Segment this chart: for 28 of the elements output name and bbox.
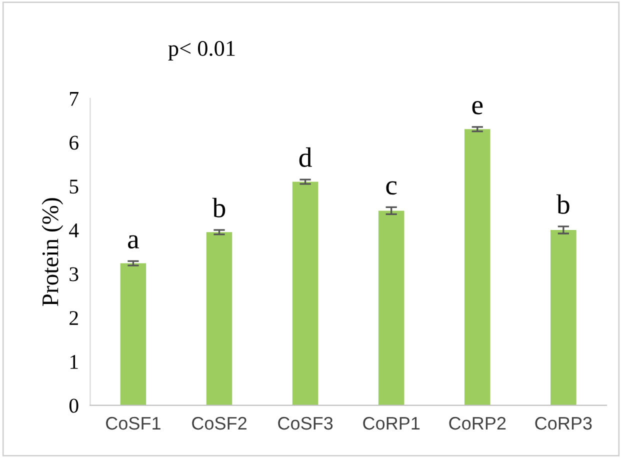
annotation: b [556, 194, 570, 214]
y-tick-label: 6 [70, 136, 78, 150]
y-axis-title: Protein (%) [42, 198, 64, 306]
bar [464, 129, 490, 406]
bar [292, 182, 318, 406]
y-tick-label: 1 [70, 354, 78, 369]
annotation: e [472, 101, 483, 114]
x-tick-label: CoSF2 [192, 416, 246, 430]
bar [206, 232, 232, 406]
x-tick-label: CoRP3 [535, 416, 592, 430]
y-tick-label: 3 [70, 267, 78, 282]
y-tick-label: 0 [69, 398, 78, 413]
x-tick-label: CoSF1 [106, 416, 160, 430]
x-tick-label: CoSF3 [278, 416, 333, 430]
text: p< 0.01 [168, 40, 235, 60]
annotation: d [299, 147, 312, 167]
y-tick-label: 2 [70, 311, 78, 325]
x-tick-label: CoRP1 [363, 416, 420, 430]
y-tick-label: 5 [70, 180, 78, 194]
bar [120, 263, 146, 406]
bar [550, 230, 576, 406]
annotation: c [386, 181, 397, 195]
annotation: b [212, 198, 226, 218]
x-tick-label: CoRP2 [449, 416, 506, 430]
y-tick-label: 4 [69, 223, 79, 238]
annotation: a [128, 235, 139, 249]
bar [378, 210, 404, 406]
y-tick-label: 7 [70, 92, 78, 106]
